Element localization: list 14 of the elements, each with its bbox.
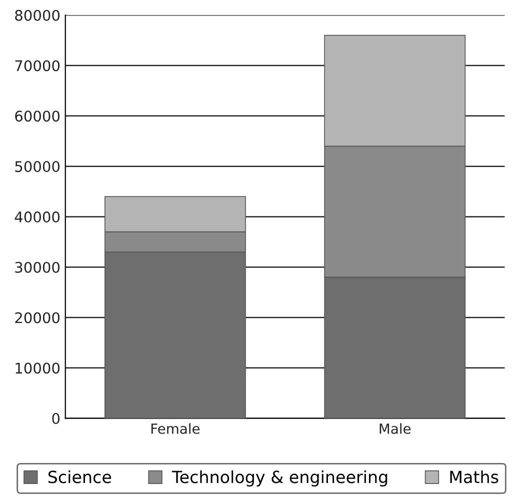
legend-label: Science bbox=[48, 470, 112, 484]
y-tick-label: 80000 bbox=[15, 10, 60, 21]
y-tick-label: 10000 bbox=[16, 362, 60, 374]
y-tick-label: 70000 bbox=[15, 60, 60, 72]
y-tick-label: 0 bbox=[52, 413, 60, 424]
legend-label: Technology & engineering bbox=[172, 470, 388, 486]
y-tick-label: 50000 bbox=[15, 161, 60, 172]
x-tick-label: Female bbox=[151, 423, 200, 434]
y-tick-label: 20000 bbox=[15, 312, 60, 324]
y-tick-label: 40000 bbox=[14, 211, 60, 222]
y-tick-label: 30000 bbox=[15, 262, 60, 273]
legend-label: Maths bbox=[450, 470, 498, 484]
x-tick-label: Male bbox=[380, 423, 411, 434]
y-tick-label: 60000 bbox=[15, 110, 60, 122]
